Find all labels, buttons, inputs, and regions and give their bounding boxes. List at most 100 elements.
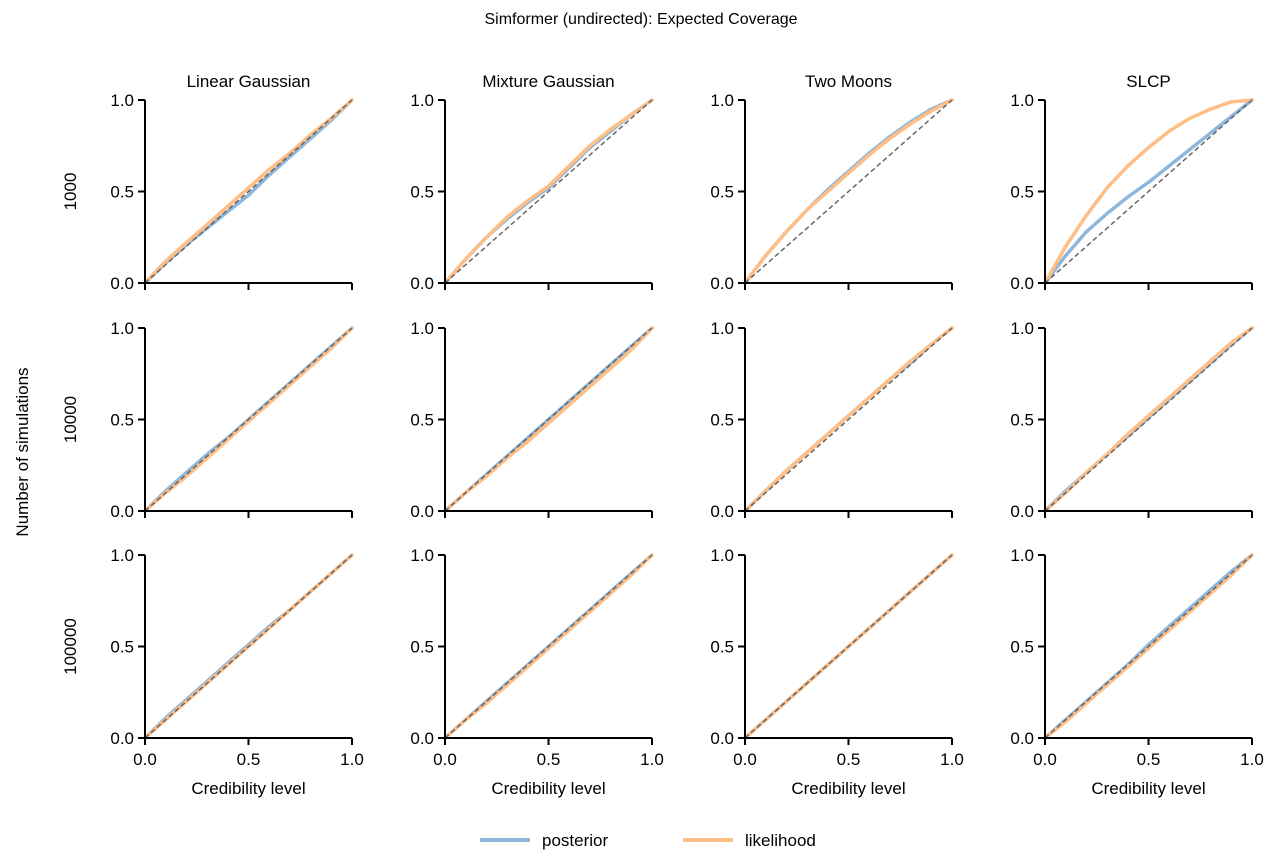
panel-slcp-10000: 0.0 0.5 1.0 bbox=[1010, 319, 1254, 521]
series-likelihood-line bbox=[443, 553, 654, 740]
y-tick-label: 1.0 bbox=[410, 546, 434, 565]
x-tick-label: 0.0 bbox=[133, 750, 157, 769]
y-super-label: Number of simulations bbox=[13, 367, 32, 536]
legend-label: posterior bbox=[542, 831, 608, 850]
panel-two-moons-1000: 0.0 0.5 1.0 Two Moons bbox=[710, 72, 954, 293]
panel-linear-gaussian-10000: 0.0 0.5 1.0 10000 bbox=[61, 319, 354, 521]
reference-diagonal bbox=[144, 99, 353, 284]
reference-diagonal bbox=[444, 327, 653, 512]
legend-label: likelihood bbox=[745, 831, 816, 850]
column-title: SLCP bbox=[1126, 72, 1170, 91]
y-tick-label: 0.0 bbox=[710, 502, 734, 521]
y-tick-label: 1.0 bbox=[110, 546, 134, 565]
y-tick-label: 1.0 bbox=[1010, 319, 1034, 338]
panel-two-moons-10000: 0.0 0.5 1.0 bbox=[710, 319, 954, 521]
y-tick-label: 0.0 bbox=[710, 274, 734, 293]
column-title: Two Moons bbox=[805, 72, 892, 91]
series-likelihood-line bbox=[743, 98, 954, 285]
panel-mixture-gaussian-100000: 0.0 0.5 1.0 0.0 0.5 1.0 Credibility level bbox=[410, 546, 663, 798]
y-tick-label: 1.0 bbox=[110, 91, 134, 110]
reference-diagonal bbox=[144, 327, 353, 512]
x-axis-label: Credibility level bbox=[1091, 779, 1205, 798]
y-tick-label: 1.0 bbox=[710, 91, 734, 110]
y-tick-label: 0.5 bbox=[410, 183, 434, 202]
y-tick-label: 0.5 bbox=[1010, 638, 1034, 657]
x-tick-label: 0.5 bbox=[1137, 750, 1161, 769]
panel-grid: 0.0 0.5 1.0 Linear Gaussian 1000 0.0 0.5 1.0 Mix… bbox=[61, 72, 1264, 798]
x-tick-label: 1.0 bbox=[340, 750, 364, 769]
y-tick-label: 0.5 bbox=[710, 638, 734, 657]
legend-item-likelihood: likelihood bbox=[683, 831, 816, 850]
x-tick-label: 1.0 bbox=[1240, 750, 1264, 769]
x-tick-label: 0.5 bbox=[837, 750, 861, 769]
panel-two-moons-100000: 0.0 0.5 1.0 0.0 0.5 1.0 Credibility level bbox=[710, 546, 963, 798]
x-tick-label: 0.0 bbox=[733, 750, 757, 769]
series-posterior-line bbox=[1043, 98, 1254, 285]
reference-diagonal bbox=[1044, 554, 1253, 739]
y-tick-label: 1.0 bbox=[710, 546, 734, 565]
y-tick-label: 0.0 bbox=[110, 502, 134, 521]
reference-diagonal bbox=[444, 99, 653, 284]
series-likelihood-line bbox=[443, 326, 654, 513]
y-tick-label: 0.0 bbox=[1010, 502, 1034, 521]
reference-diagonal bbox=[444, 554, 653, 739]
y-tick-label: 0.0 bbox=[110, 274, 134, 293]
y-tick-label: 1.0 bbox=[410, 319, 434, 338]
column-title: Linear Gaussian bbox=[187, 72, 311, 91]
x-axis-label: Credibility level bbox=[491, 779, 605, 798]
column-title: Mixture Gaussian bbox=[482, 72, 614, 91]
row-label: 1000 bbox=[61, 173, 80, 211]
y-tick-label: 0.0 bbox=[1010, 729, 1034, 748]
series-likelihood-line bbox=[1043, 98, 1254, 285]
legend-item-posterior: posterior bbox=[480, 831, 608, 850]
x-tick-label: 1.0 bbox=[640, 750, 664, 769]
y-tick-label: 0.5 bbox=[710, 183, 734, 202]
reference-diagonal bbox=[744, 554, 953, 739]
row-label: 100000 bbox=[61, 618, 80, 675]
row-label: 10000 bbox=[61, 396, 80, 443]
y-tick-label: 0.0 bbox=[410, 729, 434, 748]
y-tick-label: 0.0 bbox=[410, 274, 434, 293]
series-likelihood-line bbox=[743, 326, 954, 513]
y-tick-label: 0.0 bbox=[710, 729, 734, 748]
y-tick-label: 0.5 bbox=[110, 638, 134, 657]
y-tick-label: 0.0 bbox=[1010, 274, 1034, 293]
figure-title: Simformer (undirected): Expected Coverag… bbox=[484, 11, 797, 28]
series-likelihood-line bbox=[443, 98, 654, 285]
reference-diagonal bbox=[744, 99, 953, 284]
y-tick-label: 1.0 bbox=[710, 319, 734, 338]
y-tick-label: 0.5 bbox=[110, 183, 134, 202]
y-tick-label: 0.5 bbox=[1010, 411, 1034, 430]
y-tick-label: 1.0 bbox=[110, 319, 134, 338]
y-tick-label: 0.5 bbox=[1010, 183, 1034, 202]
series-likelihood-line bbox=[1043, 326, 1254, 513]
panel-linear-gaussian-1000: 0.0 0.5 1.0 Linear Gaussian 1000 bbox=[61, 72, 354, 293]
reference-diagonal bbox=[744, 327, 953, 512]
y-tick-label: 1.0 bbox=[1010, 91, 1034, 110]
y-tick-label: 1.0 bbox=[1010, 546, 1034, 565]
series-likelihood-line bbox=[143, 326, 354, 513]
y-tick-label: 1.0 bbox=[410, 91, 434, 110]
x-axis-label: Credibility level bbox=[191, 779, 305, 798]
reference-diagonal bbox=[144, 554, 353, 739]
panel-mixture-gaussian-10000: 0.0 0.5 1.0 bbox=[410, 319, 654, 521]
panel-slcp-100000: 0.0 0.5 1.0 0.0 0.5 1.0 Credibility level bbox=[1010, 546, 1263, 798]
series-likelihood-line bbox=[1043, 553, 1254, 740]
y-tick-label: 0.0 bbox=[110, 729, 134, 748]
x-tick-label: 0.5 bbox=[537, 750, 561, 769]
panel-mixture-gaussian-1000: 0.0 0.5 1.0 Mixture Gaussian bbox=[410, 72, 654, 293]
y-tick-label: 0.5 bbox=[410, 638, 434, 657]
x-axis-label: Credibility level bbox=[791, 779, 905, 798]
panel-linear-gaussian-100000: 0.0 0.5 1.0 0.0 0.5 1.0 Credibility level 10000… bbox=[61, 546, 364, 798]
y-tick-label: 0.5 bbox=[410, 411, 434, 430]
y-tick-label: 0.0 bbox=[410, 502, 434, 521]
x-tick-label: 1.0 bbox=[940, 750, 964, 769]
panel-slcp-1000: 0.0 0.5 1.0 SLCP bbox=[1010, 72, 1254, 293]
x-tick-label: 0.5 bbox=[237, 750, 261, 769]
x-tick-label: 0.0 bbox=[433, 750, 457, 769]
y-tick-label: 0.5 bbox=[110, 411, 134, 430]
reference-diagonal bbox=[1044, 327, 1253, 512]
x-tick-label: 0.0 bbox=[1033, 750, 1057, 769]
legend: posterior likelihood bbox=[480, 831, 816, 850]
